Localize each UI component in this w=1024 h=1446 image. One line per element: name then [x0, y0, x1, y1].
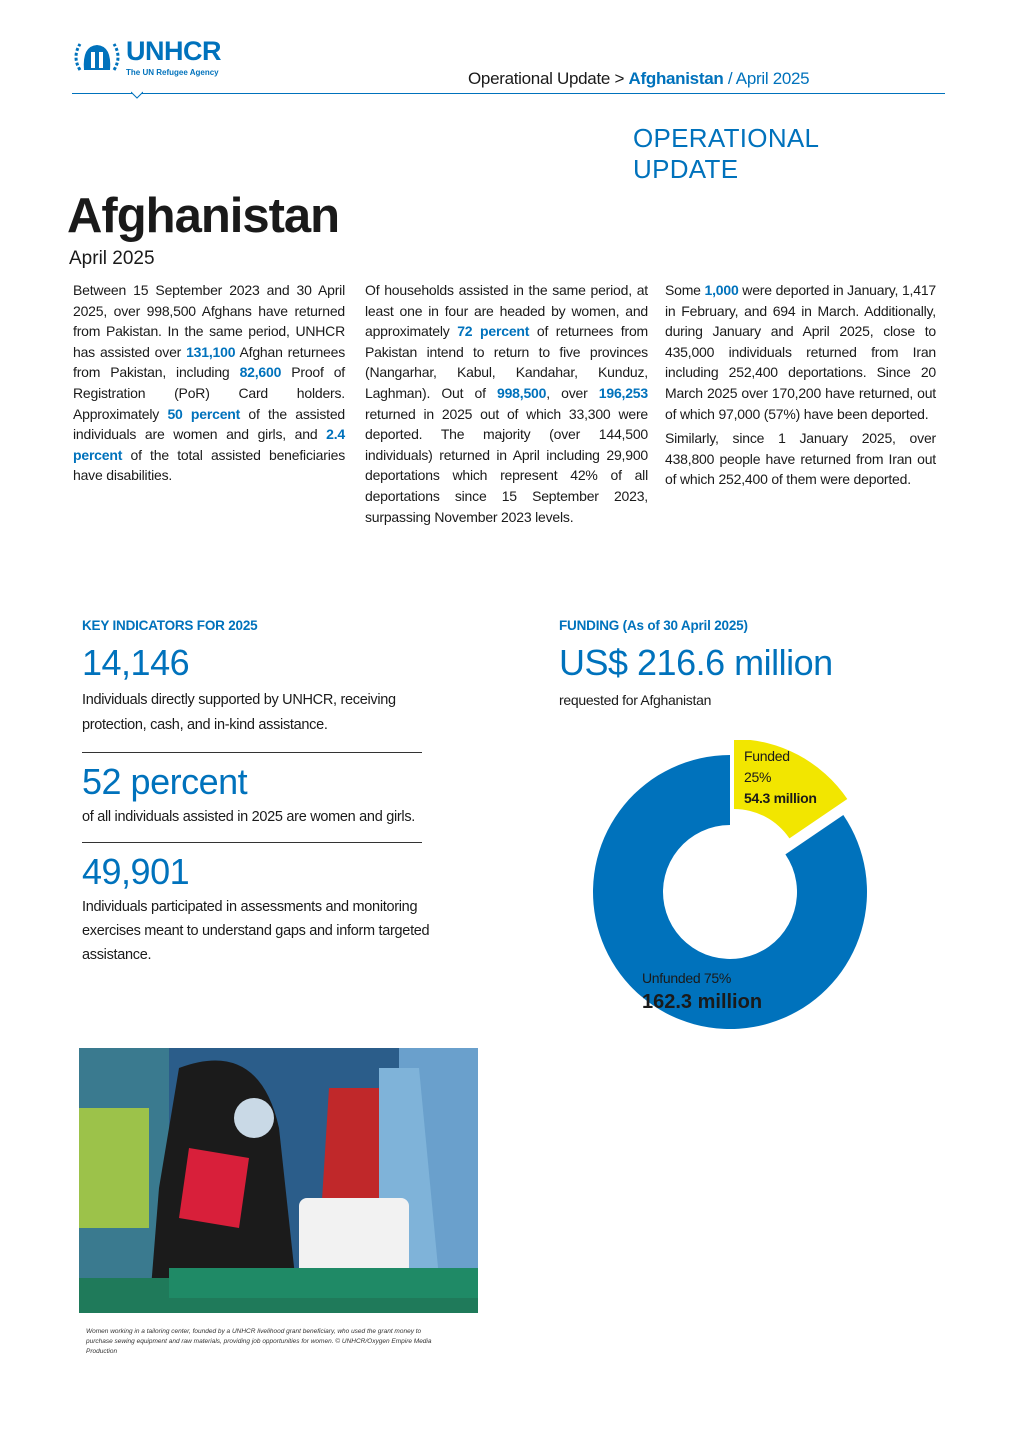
highlight-figure: 50 percent — [167, 405, 241, 422]
body-text: Some — [665, 282, 705, 298]
unfunded-label: Unfunded 75% — [642, 970, 732, 986]
indicator-description: Individuals directly supported by UNHCR,… — [82, 692, 396, 733]
highlight-figure: 82,600 — [239, 364, 282, 381]
body-text: returned in 2025 out of which 33,300 wer… — [365, 405, 648, 525]
highlight-figure: 2.4 percent — [73, 426, 345, 463]
indicator-value: 14,146 — [82, 642, 190, 683]
text-column-3: Some 1,000 were deported in January, 1,4… — [665, 282, 937, 488]
text-column-1: Between 15 September 2023 and 30 April 2… — [73, 280, 345, 486]
body-text: were deported in January, 1,417 in Febru… — [665, 282, 937, 422]
body-text: of returnees from Pakistan intend to ret… — [365, 323, 648, 401]
divider-notch-icon — [131, 91, 143, 99]
body-text: Between 15 September 2023 and 30 April 2… — [73, 282, 345, 360]
funding-donut-chart — [592, 740, 867, 1029]
text-column-2: Of households assisted in the same perio… — [365, 280, 648, 527]
highlight-figure: 196,253 — [598, 384, 648, 401]
indicator-value: 52 percent — [82, 761, 248, 802]
funding-subtitle: requested for Afghanistan — [559, 692, 712, 708]
highlight-figure: 131,100 — [186, 343, 236, 360]
breadcrumb-country: Afghanistan — [628, 69, 724, 88]
key-indicators: 14,146 Individuals directly supported by… — [82, 642, 462, 967]
indicator-description: of all individuals assisted in 2025 are … — [82, 809, 416, 825]
indicator-value: 49,901 — [82, 851, 190, 892]
unfunded-slice — [592, 755, 867, 1029]
divider — [82, 842, 422, 843]
body-text: of the assisted individuals are women an… — [73, 405, 345, 443]
photo-caption: Women working in a tailoring center, fou… — [86, 1328, 432, 1355]
body-text: of the total assisted beneficiaries have… — [73, 446, 345, 484]
funded-label: Funded 25% 54.3 million — [744, 748, 817, 806]
logo-wordmark: UNHCR — [126, 36, 222, 66]
unhcr-logo: UNHCR The UN Refugee Agency — [72, 36, 222, 78]
highlight-figure: 72 percent — [457, 323, 530, 340]
breadcrumb: Operational Update > Afghanistan / April… — [468, 69, 810, 89]
unfunded-amount: 162.3 million — [642, 991, 763, 1013]
breadcrumb-prefix: Operational Update > — [468, 69, 629, 88]
body-text: Afghan returnees from Pakistan, includin… — [73, 343, 346, 381]
highlight-figure: 1,000 — [704, 282, 739, 298]
unfunded-label-group: Unfunded 75% 162.3 million — [642, 970, 762, 1014]
unhcr-emblem-icon — [74, 43, 120, 71]
body-text: Of households assisted in the same perio… — [365, 282, 648, 340]
logo-tagline: The UN Refugee Agency — [126, 68, 219, 77]
indicator-description: Individuals participated in assessments … — [82, 899, 430, 963]
page-title: Afghanistan — [67, 189, 340, 243]
funding-amount: US$ 216.6 million — [559, 642, 833, 683]
body-text: Proof of Registration (PoR) Card holders… — [73, 364, 345, 422]
highlight-figure: 998,500 — [497, 384, 547, 401]
breadcrumb-suffix: / April 2025 — [723, 69, 810, 88]
funding-heading: FUNDING (As of 30 April 2025) — [559, 618, 748, 633]
body-text: , over — [546, 384, 599, 401]
header-divider — [72, 93, 945, 94]
page-date: April 2025 — [69, 248, 155, 269]
photo-tailoring-women — [79, 1048, 478, 1313]
document-type-label: OPERATIONAL UPDATE — [633, 123, 820, 184]
indicators-heading: KEY INDICATORS FOR 2025 — [82, 618, 258, 633]
funded-slice — [734, 740, 848, 839]
divider — [82, 752, 422, 753]
